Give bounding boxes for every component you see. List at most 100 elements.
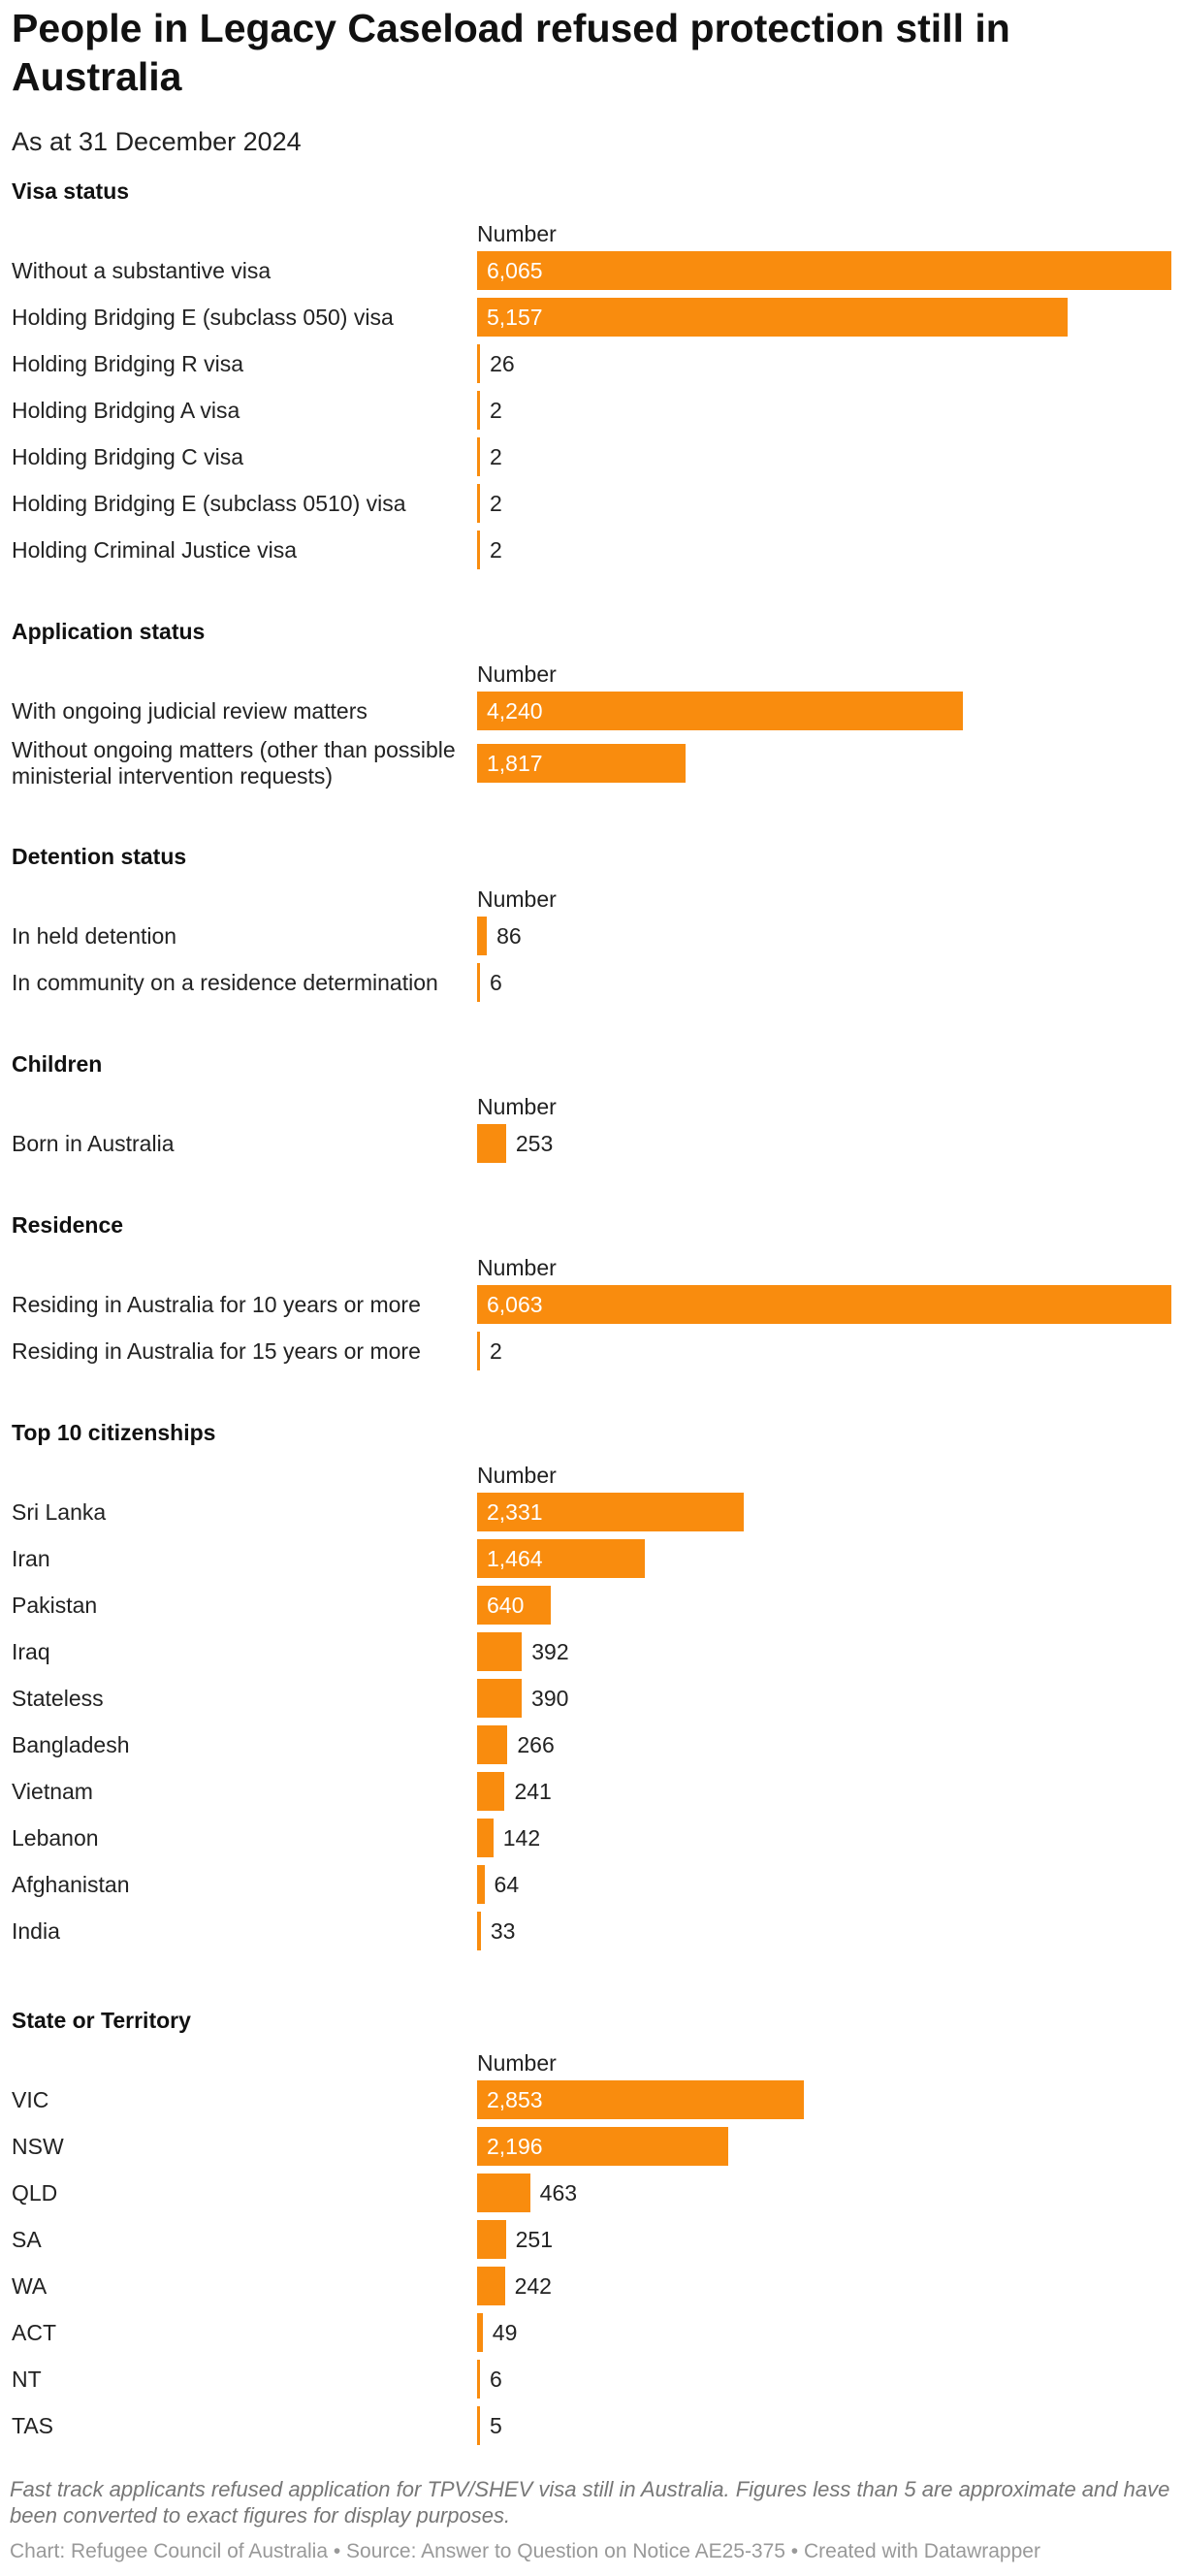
value-label: 251 [515,2226,553,2252]
value-label: 2 [490,490,502,516]
bar-row: Without ongoing matters (other than poss… [0,737,1183,789]
bar-row: Holding Bridging C visa 2 [0,436,1183,477]
value-label: 2 [490,443,502,469]
category-label: Holding Bridging R visa [12,350,244,376]
column-label: Number [477,886,557,912]
category-label: Vietnam [12,1778,93,1804]
value-label: 241 [514,1778,552,1804]
chart-section: Children Number [0,1049,1183,1119]
bar-row: Holding Bridging R visa 26 [0,343,1183,384]
bar [477,391,480,430]
bar [477,1632,523,1671]
bar-row: Stateless 390 [0,1678,1183,1719]
bar-row: Lebanon 142 [0,1818,1183,1858]
value-label: 33 [490,1917,516,1944]
category-label: Bangladesh [12,1731,130,1757]
value-label: 266 [517,1731,555,1757]
section-title: Application status [12,619,206,644]
bar-row: Iran 1,464 [0,1538,1183,1579]
chart-title: People in Legacy Caseload refused protec… [12,6,1010,99]
value-label: 2 [490,1337,502,1364]
bar-row: Residing in Australia for 15 years or mo… [0,1331,1183,1371]
value-label: 463 [539,2179,578,2206]
bar-row: WA 242 [0,2266,1183,2306]
bar [477,1679,523,1718]
bar [477,1332,480,1370]
bar [477,2174,530,2212]
bar-row: Bangladesh 266 [0,1724,1183,1765]
category-label: QLD [12,2179,58,2206]
bar [477,917,488,955]
category-label: Without ongoing matters (other than poss… [12,737,456,789]
category-label: Residing in Australia for 10 years or mo… [12,1291,421,1317]
category-label: India [12,1917,60,1944]
bar [477,1539,645,1578]
value-label: 2,331 [487,1498,543,1525]
bar [477,1819,494,1857]
bar [477,1493,745,1531]
bar [477,1124,506,1163]
category-label: With ongoing judicial review matters [12,697,368,724]
bar-row: NT 6 [0,2359,1183,2399]
category-label: Holding Criminal Justice visa [12,536,297,563]
category-label: Iran [12,1545,50,1571]
bar-row: ACT 49 [0,2312,1183,2353]
bar [477,1586,551,1625]
value-label: 2,196 [487,2133,543,2159]
bar-row: Iraq 392 [0,1631,1183,1672]
category-label: VIC [12,2086,49,2112]
chart-section: State or Territory Number [0,2006,1183,2076]
column-label: Number [477,1255,557,1280]
column-label: Number [477,661,557,687]
category-label: Holding Bridging E (subclass 0510) visa [12,490,406,516]
value-label: 6 [490,969,502,995]
section-title: Children [12,1051,103,1077]
category-label: Iraq [12,1638,50,1664]
category-label: Lebanon [12,1824,99,1851]
category-label: Pakistan [12,1592,98,1618]
value-label: 5,157 [487,304,543,330]
bar-row: With ongoing judicial review matters 4,24… [0,691,1183,731]
bar-row: Holding Criminal Justice visa 2 [0,530,1183,570]
chart-source: Chart: Refugee Council of Australia • So… [10,2540,1040,2562]
chart-subtitle: As at 31 December 2024 [12,127,302,156]
value-label: 242 [514,2272,552,2299]
column-label: Number [477,2050,557,2076]
category-label: Afghanistan [12,1871,130,1897]
chart-section: Top 10 citizenships Number [0,1418,1183,1488]
value-label: 6,065 [487,257,543,283]
bar [477,2127,729,2166]
section-title: Top 10 citizenships [12,1420,216,1445]
category-label: Holding Bridging E (subclass 050) visa [12,304,394,330]
bar-row: Holding Bridging E (subclass 050) visa 5,… [0,297,1183,338]
column-label: Number [477,1463,557,1488]
bar [477,484,480,523]
bar [477,2313,483,2352]
section-title: Visa status [12,178,130,204]
value-label: 4,240 [487,697,543,724]
value-label: 26 [490,350,515,376]
bar-row: Holding Bridging A visa 2 [0,390,1183,431]
value-label: 392 [531,1638,569,1664]
bar-row: TAS 5 [0,2405,1183,2446]
value-label: 1,464 [487,1545,543,1571]
bar-row: Without a substantive visa 6,065 [0,250,1183,291]
bar-row: SA 251 [0,2219,1183,2260]
value-label: 390 [531,1685,569,1711]
chart-section: Residence Number [0,1210,1183,1280]
bar [477,531,480,569]
bar [477,437,480,476]
value-label: 64 [494,1871,520,1897]
section-title: State or Territory [12,2008,191,2033]
section-title: Residence [12,1212,124,1238]
bar [477,1865,485,1904]
bar [477,2267,505,2305]
bar-row: QLD 463 [0,2173,1183,2213]
chart-section: Visa status Number [0,177,1183,246]
value-label: 6,063 [487,1291,543,1317]
value-label: 6 [490,2366,502,2392]
bar-row: Residing in Australia for 10 years or mo… [0,1284,1183,1325]
bar-row: India 33 [0,1911,1183,1951]
bar [477,2080,804,2119]
column-label: Number [477,1094,557,1119]
